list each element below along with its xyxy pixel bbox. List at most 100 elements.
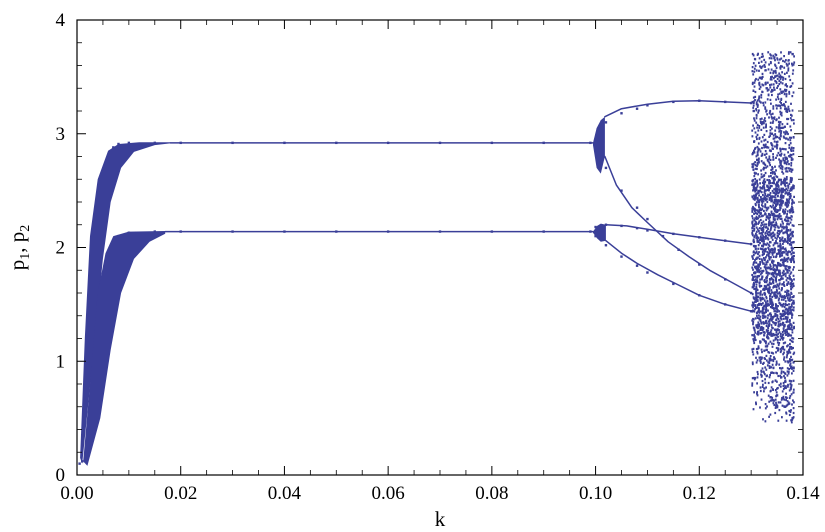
data-point [698,263,701,266]
chaos-point [758,214,760,218]
chaos-point [773,214,776,217]
chaos-point [778,320,781,323]
chaos-point [775,188,778,191]
chaos-point [758,209,761,212]
chaos-point [761,293,764,296]
chaos-point [761,244,763,247]
chaos-point [773,293,775,296]
chaos-point [778,213,781,216]
chaos-point [766,259,769,262]
chaos-point [772,358,775,362]
chaos-point [785,240,788,243]
chaos-point [760,93,763,96]
chaos-point [770,221,772,224]
chaos-point [788,277,790,280]
chaos-point [788,396,791,400]
chaos-point [759,186,762,189]
chaos-point [792,224,795,227]
chaos-point [773,399,775,402]
chaos-point [772,327,774,330]
chaos-point [779,385,782,388]
chaos-point [782,222,784,225]
chaos-point [777,263,779,266]
chaos-point [754,272,757,275]
chaos-point [780,264,783,267]
chaos-point [774,208,777,211]
chaos-point [763,390,765,393]
chaos-point [766,344,769,347]
chaos-point [752,302,755,305]
chaos-point [764,65,766,68]
chaos-point [770,276,773,279]
chaos-point [755,324,758,327]
chaos-point [786,277,789,280]
chaos-point [779,293,782,296]
chaos-point [787,350,790,353]
chaos-point [792,361,795,364]
chaos-point [777,85,779,88]
chaos-point [776,135,779,139]
chaos-point [777,348,780,352]
chaos-point [787,239,789,242]
chaos-point [753,338,756,341]
chaos-point [765,354,768,357]
chaos-point [759,293,762,296]
chaos-point [790,237,792,240]
chaos-point [783,386,786,389]
chaos-point [783,148,785,151]
chaos-point [775,360,778,363]
chaos-point [759,232,762,235]
chaos-point [791,82,794,85]
chaos-point [774,314,777,318]
chaos-point [775,391,778,394]
chaos-point [757,252,759,256]
chaos-point [782,342,785,345]
chaos-point [759,361,762,364]
chaos-point [755,179,758,182]
chaos-point [768,157,771,160]
chaos-point [756,158,758,161]
chaos-point [765,223,768,226]
chaos-point [760,121,762,124]
chaos-point [780,217,783,220]
chaos-point [786,131,789,134]
chaos-point [767,309,769,312]
chaos-point [789,125,792,128]
chaos-point [756,53,759,56]
chaos-point [759,332,761,335]
chaos-point [787,200,790,203]
chaos-point [756,137,758,141]
chaos-point [776,86,778,89]
chaos-point [775,204,777,207]
chaos-point [766,81,769,84]
chaos-point [778,282,781,285]
chaos-point [752,286,755,289]
chaos-point [763,340,766,343]
chaos-point [756,154,759,157]
chaos-point [752,234,754,237]
chaos-point [789,306,792,309]
chaos-point [766,200,769,204]
chaos-point [769,278,772,281]
chaos-point [777,335,779,338]
chaos-point [792,346,794,350]
chaos-point [782,347,784,350]
chaos-point [780,238,783,241]
chaos-point [767,253,770,256]
chaos-point [769,294,772,297]
chaos-point [751,348,754,351]
chaos-point [769,164,771,167]
chaos-point [791,206,794,210]
chaos-point [770,206,773,209]
chaos-point [784,405,787,408]
chaos-point [766,227,769,230]
chaos-point [774,236,777,239]
chaos-point [783,60,786,63]
chaos-point [754,252,757,255]
chaos-point [756,265,758,268]
chaos-point [762,205,764,208]
chaos-point [791,211,794,214]
chaos-point [753,225,756,228]
chaos-point [772,332,775,336]
chaos-point [772,120,775,123]
